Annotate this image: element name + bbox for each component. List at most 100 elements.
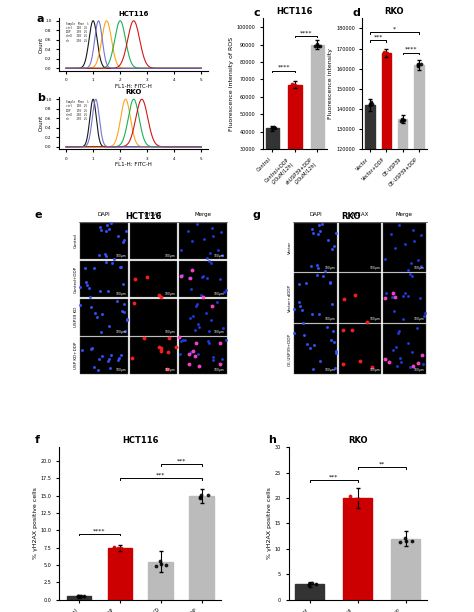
Point: [162, 560, 169, 570]
Bar: [288, 84, 301, 201]
Text: 100μm: 100μm: [414, 317, 424, 321]
Point: [347, 494, 355, 504]
Point: [272, 123, 279, 133]
Point: [368, 99, 376, 108]
Point: [402, 536, 410, 546]
Text: 100μm: 100μm: [116, 292, 126, 296]
Text: ***: ***: [156, 472, 165, 477]
Text: γH2AX: γH2AX: [351, 212, 369, 217]
Text: 100μm: 100μm: [214, 254, 225, 258]
Text: USP KD+DDP: USP KD+DDP: [74, 341, 78, 369]
Text: a: a: [37, 14, 45, 24]
Bar: [294, 223, 337, 272]
Point: [408, 536, 415, 546]
Text: ****: ****: [93, 528, 106, 533]
Point: [292, 80, 299, 90]
Point: [366, 99, 374, 109]
Y-axis label: Fluorescence intensity of ROS: Fluorescence intensity of ROS: [228, 37, 234, 131]
Text: 100μm: 100μm: [116, 330, 126, 334]
Point: [316, 41, 324, 51]
Bar: [338, 274, 382, 323]
Text: 100μm: 100μm: [214, 330, 225, 334]
Text: ***: ***: [329, 474, 338, 479]
Text: Control+DDP: Control+DDP: [74, 266, 78, 293]
X-axis label: FL1-H: FITC-H: FL1-H: FITC-H: [115, 84, 152, 89]
Point: [401, 115, 408, 125]
Y-axis label: Count: Count: [39, 36, 44, 53]
Point: [418, 59, 425, 69]
Y-axis label: % γH2AX positive cells: % γH2AX positive cells: [33, 488, 38, 559]
Bar: [179, 299, 227, 335]
Bar: [414, 65, 424, 390]
Text: 100μm: 100μm: [214, 292, 225, 296]
X-axis label: FL1-H: FITC-H: FL1-H: FITC-H: [115, 162, 152, 167]
Text: ****: ****: [404, 47, 417, 52]
Title: HCT116: HCT116: [118, 10, 149, 17]
Text: USP39 KD: USP39 KD: [74, 307, 78, 327]
Point: [196, 493, 203, 503]
Bar: [179, 261, 227, 297]
Bar: [190, 496, 214, 600]
Text: 100μm: 100μm: [369, 368, 380, 372]
Point: [313, 39, 321, 49]
Point: [311, 42, 319, 51]
Point: [314, 41, 321, 51]
Bar: [365, 105, 375, 390]
Text: e: e: [34, 210, 42, 220]
Text: 100μm: 100μm: [116, 254, 126, 258]
Bar: [294, 274, 337, 323]
Bar: [108, 548, 132, 600]
Point: [196, 492, 203, 502]
Point: [74, 591, 82, 601]
Point: [380, 48, 388, 58]
Text: Merge: Merge: [194, 212, 211, 217]
Point: [117, 543, 124, 553]
Point: [352, 494, 359, 504]
Text: 100μm: 100μm: [369, 266, 380, 271]
Y-axis label: % γH2AX positive cells: % γH2AX positive cells: [267, 488, 272, 559]
Title: RKO: RKO: [341, 212, 361, 221]
Bar: [179, 337, 227, 374]
Text: DAPI: DAPI: [98, 212, 110, 217]
Bar: [129, 223, 177, 259]
Point: [288, 80, 296, 90]
Text: ****: ****: [277, 65, 290, 70]
Bar: [398, 119, 408, 390]
Text: Vector+dDDP: Vector+dDDP: [288, 284, 292, 312]
Point: [383, 48, 391, 58]
Text: 100μm: 100μm: [214, 368, 225, 372]
Bar: [294, 324, 337, 374]
Point: [288, 79, 295, 89]
Bar: [310, 45, 324, 201]
Point: [415, 59, 422, 69]
Title: RKO: RKO: [348, 436, 367, 445]
Point: [305, 580, 312, 589]
Point: [380, 47, 388, 57]
Title: RKO: RKO: [126, 89, 142, 95]
Point: [78, 591, 85, 600]
Bar: [383, 274, 426, 323]
Point: [399, 114, 406, 124]
Bar: [67, 596, 91, 600]
Point: [290, 80, 298, 90]
Bar: [343, 498, 372, 600]
Text: 100μm: 100μm: [165, 330, 175, 334]
Point: [268, 124, 276, 133]
Point: [114, 543, 122, 553]
Title: HCT116: HCT116: [277, 7, 313, 16]
Text: Vector: Vector: [288, 241, 292, 254]
Bar: [295, 584, 324, 600]
Point: [399, 115, 407, 125]
Point: [382, 48, 390, 58]
Text: 100μm: 100μm: [165, 254, 175, 258]
Bar: [148, 562, 173, 600]
Point: [401, 533, 409, 543]
Text: ***: ***: [374, 35, 383, 40]
Point: [346, 491, 354, 501]
Text: DAPI: DAPI: [309, 212, 322, 217]
Text: ****: ****: [300, 30, 312, 35]
Point: [397, 537, 404, 547]
Point: [110, 542, 118, 552]
Text: 100μm: 100μm: [325, 368, 336, 372]
Point: [157, 559, 165, 569]
